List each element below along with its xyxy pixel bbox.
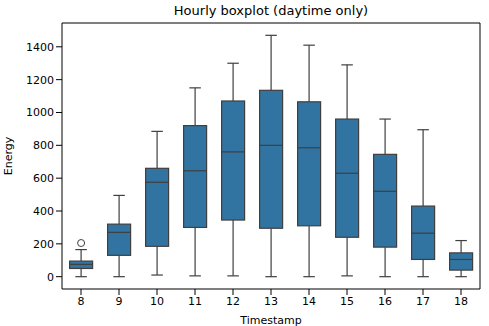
svg-text:0: 0 bbox=[47, 271, 54, 284]
svg-text:17: 17 bbox=[416, 295, 430, 308]
svg-text:Energy: Energy bbox=[8, 136, 15, 175]
svg-text:1400: 1400 bbox=[26, 41, 54, 54]
svg-text:16: 16 bbox=[378, 295, 392, 308]
svg-text:11: 11 bbox=[188, 295, 202, 308]
svg-text:400: 400 bbox=[33, 205, 54, 218]
svg-text:1000: 1000 bbox=[26, 106, 54, 119]
svg-text:8: 8 bbox=[78, 295, 85, 308]
svg-text:600: 600 bbox=[33, 172, 54, 185]
svg-text:800: 800 bbox=[33, 139, 54, 152]
html-text:Hourly boxplot (daytime only): Hourly boxplot (daytime only) bbox=[173, 3, 369, 18]
svg-text:12: 12 bbox=[226, 295, 240, 308]
svg-text:14: 14 bbox=[302, 295, 316, 308]
svg-text:Timestamp: Timestamp bbox=[239, 314, 301, 326]
svg-text:13: 13 bbox=[264, 295, 278, 308]
svg-text:18: 18 bbox=[454, 295, 468, 308]
svg-text:1200: 1200 bbox=[26, 74, 54, 87]
svg-text:200: 200 bbox=[33, 238, 54, 251]
svg-text:15: 15 bbox=[340, 295, 354, 308]
svg-text:10: 10 bbox=[150, 295, 164, 308]
svg-text:9: 9 bbox=[116, 295, 123, 308]
